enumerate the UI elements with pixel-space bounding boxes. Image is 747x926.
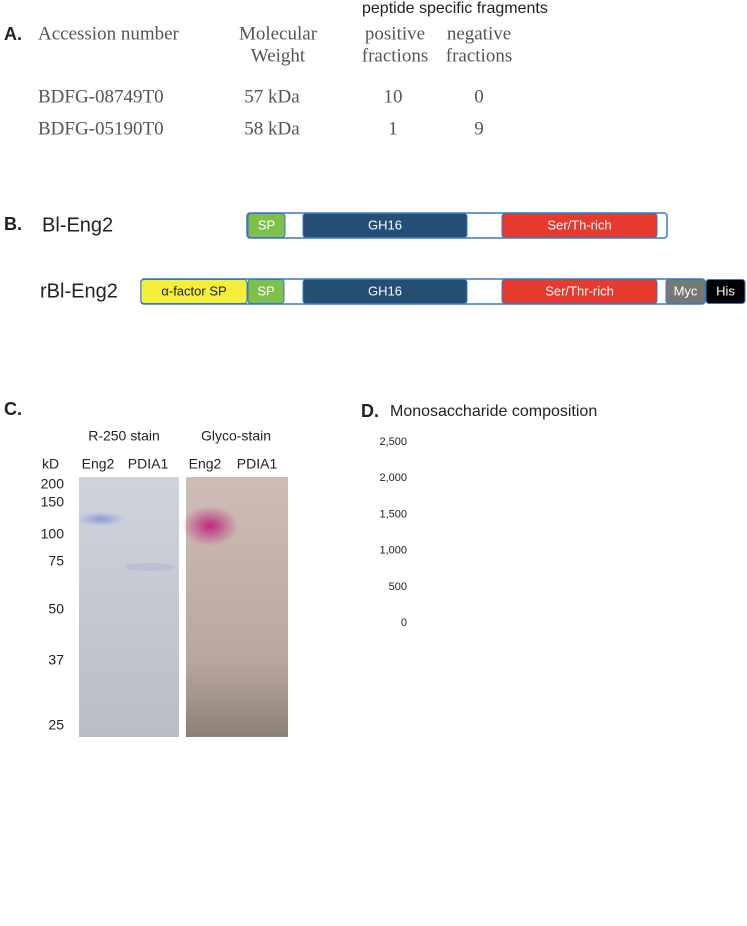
stain-label: Glyco-stain: [201, 428, 271, 444]
y-tick-label: 1,500: [379, 508, 407, 520]
gel-band: [182, 506, 238, 546]
domain: [705, 279, 746, 304]
table-cell: 9: [474, 118, 484, 139]
construct-name: Bl-Eng2: [42, 214, 113, 236]
domain: [247, 279, 285, 304]
domain: [665, 279, 706, 304]
panel-label: A.: [4, 24, 22, 44]
marker-label: 50: [48, 601, 64, 617]
panel-label: D.: [361, 401, 379, 421]
panel-label: C.: [4, 399, 22, 419]
table-cell: BDFG-05190T0: [38, 118, 164, 139]
table-cell: 57 kDa: [244, 86, 300, 107]
column-header: positive: [365, 23, 425, 44]
y-tick-label: 0: [401, 617, 407, 629]
gel-labels: Eng2 PDIA1 Eng2 PDIA1 200 150 100 75 50 37 25: [41, 456, 278, 733]
lane-label: Eng2: [82, 456, 115, 472]
table: Accession number MolecularWeightpositivef…: [38, 23, 512, 139]
table-cell: 1: [388, 118, 398, 139]
lane-label: Eng2: [189, 456, 222, 472]
stain-label: R-250 stain: [88, 428, 160, 444]
domain-label: Ser/Thr-rich: [545, 283, 614, 298]
domain-label: GH16: [368, 217, 402, 232]
column-header: Weight: [251, 45, 306, 66]
domain-label: Ser/Th-rich: [547, 217, 611, 232]
column-header: Accession number: [38, 23, 180, 44]
domain-label: Myc: [674, 283, 698, 298]
marker-label: 25: [48, 717, 64, 733]
gel-band: [77, 512, 125, 526]
y-tick-label: 2,500: [379, 436, 407, 448]
column-header: fractions: [362, 45, 428, 66]
domain-label: α-factor SP: [161, 283, 226, 298]
column-header: Molecular: [239, 23, 318, 44]
marker-label: 37: [48, 652, 64, 668]
marker-label: 200: [41, 476, 65, 492]
domain-label: SP: [257, 283, 274, 298]
domain: [501, 279, 658, 304]
construct-name: rBl-Eng2: [40, 280, 118, 302]
panel-title: Monosaccharide composition: [390, 403, 597, 420]
lane-label: PDIA1: [128, 456, 169, 472]
y-tick-label: 500: [389, 581, 407, 593]
table-cell: BDFG-08749T0: [38, 86, 164, 107]
table-cell: 0: [474, 86, 484, 107]
domain: [140, 279, 248, 304]
column-header: negative: [447, 23, 511, 44]
constructs: Bl-Eng2 SP GH16 Ser/Th-rich rBl-Eng2 α-factor…: [40, 212, 746, 305]
column-header: fractions: [446, 45, 512, 66]
group-header: peptide specific fragments: [362, 0, 548, 17]
marker-label: 150: [41, 494, 65, 510]
domain: [247, 213, 286, 238]
marker-label: 100: [41, 526, 65, 542]
domain: [302, 279, 468, 304]
domain: [302, 213, 468, 238]
domain-label: GH16: [368, 283, 402, 298]
panel-label: B.: [4, 214, 22, 234]
line-chart: 0 500 1,000 1,500 2,000 2,500: [379, 436, 407, 629]
table-cell: 10: [384, 86, 403, 107]
domain-label: SP: [258, 217, 275, 232]
y-tick-label: 1,000: [379, 545, 407, 557]
y-tick-label: 2,000: [379, 472, 407, 484]
domain: [501, 213, 658, 238]
domain-label: His: [716, 283, 735, 298]
gel-band: [126, 563, 174, 571]
table-cell: 58 kDa: [244, 118, 300, 139]
unit-label: kD: [42, 456, 59, 472]
lane-label: PDIA1: [237, 456, 278, 472]
marker-label: 75: [48, 553, 64, 569]
